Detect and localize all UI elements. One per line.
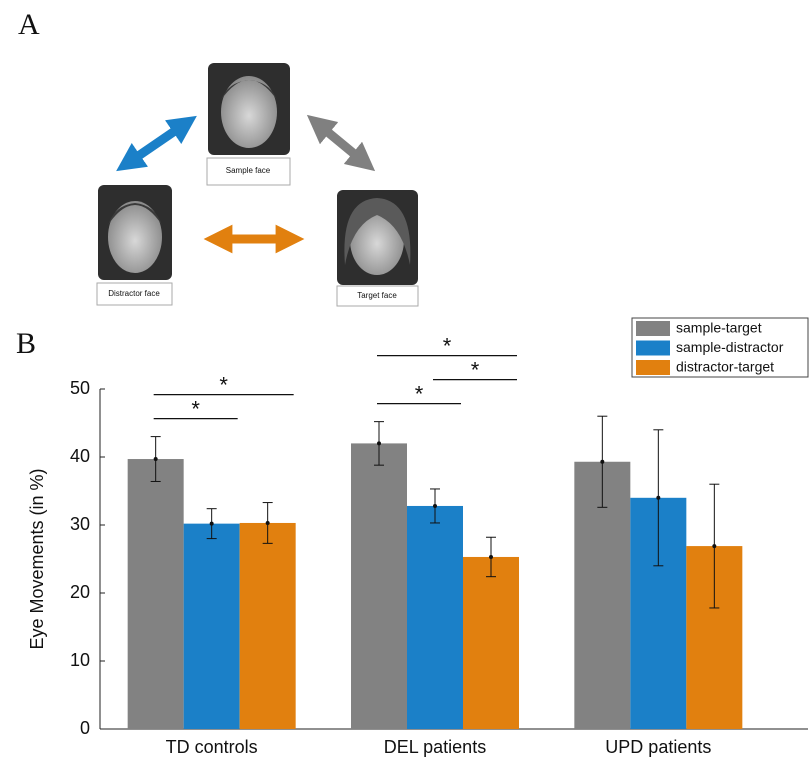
error-bar — [262, 502, 273, 544]
error-bar — [709, 483, 720, 609]
legend-swatch — [636, 360, 670, 375]
significance-label: * — [471, 357, 480, 382]
bar — [183, 523, 240, 729]
error-bar — [374, 421, 384, 466]
error-bar — [150, 436, 161, 482]
face: Distractor face — [96, 185, 173, 306]
bar — [351, 443, 407, 729]
bar — [127, 459, 184, 729]
face-caption: Target face — [357, 291, 397, 300]
significance-label: * — [415, 381, 424, 406]
y-tick-label: 10 — [70, 650, 90, 670]
significance-label: * — [191, 396, 200, 421]
y-tick-label: 30 — [70, 514, 90, 534]
significance-label: * — [443, 333, 452, 358]
error-bar — [206, 508, 217, 540]
x-tick-label: UPD patients — [605, 737, 711, 757]
legend-label: sample-target — [676, 320, 762, 336]
bar — [239, 522, 296, 729]
legend-label: distractor-target — [676, 359, 774, 375]
y-tick-label: 50 — [70, 378, 90, 398]
error-bar — [597, 415, 608, 508]
bar — [463, 556, 519, 729]
panel-label: B — [16, 327, 36, 360]
x-tick-label: DEL patients — [384, 737, 486, 757]
face: Target face — [336, 190, 419, 307]
error-bar — [486, 536, 496, 578]
significance-label: * — [219, 372, 228, 397]
error-bar — [430, 488, 440, 524]
y-axis-label: Eye Movements (in %) — [27, 468, 47, 649]
legend-swatch — [636, 321, 670, 336]
error-bar — [653, 429, 664, 567]
arrow — [116, 115, 197, 172]
y-tick-label: 20 — [70, 582, 90, 602]
panel-label: A — [18, 8, 40, 41]
face: Sample face — [206, 63, 291, 186]
legend-swatch — [636, 340, 670, 356]
face-caption: Distractor face — [108, 289, 160, 298]
chart: Eye Movements (in %) 0 10 20 30 40 50 TD contr… — [27, 317, 809, 757]
arrow — [306, 114, 376, 172]
y-tick-label: 0 — [80, 718, 90, 738]
x-tick-label: TD controls — [166, 737, 258, 757]
legend-label: sample-distractor — [676, 339, 784, 355]
face-caption: Sample face — [226, 166, 271, 175]
y-tick-label: 40 — [70, 446, 90, 466]
bar — [407, 505, 463, 729]
